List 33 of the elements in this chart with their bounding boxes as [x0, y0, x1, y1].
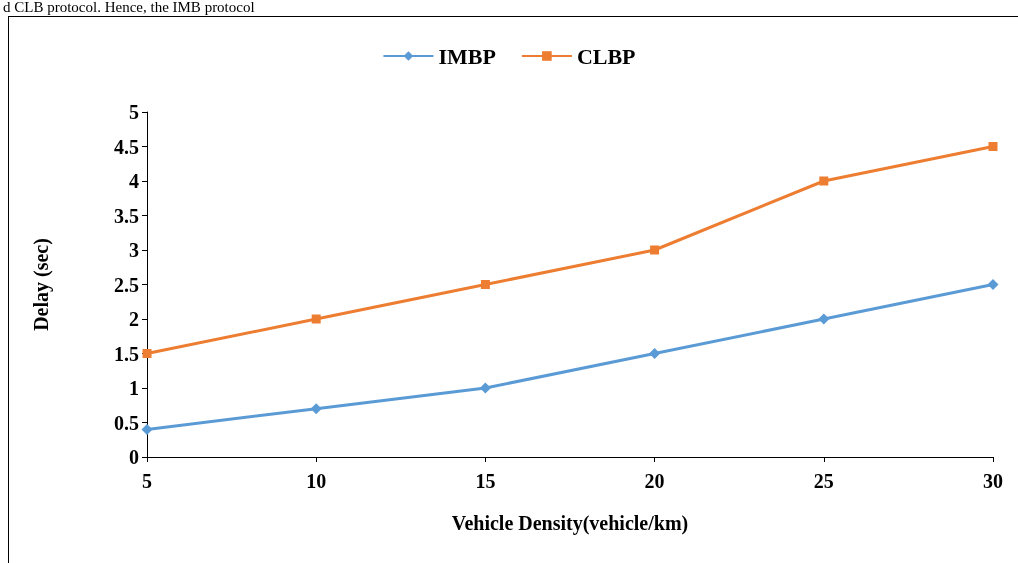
y-tick-label: 4	[129, 170, 139, 192]
y-tick-label: 3	[129, 239, 139, 261]
y-tick-label: 1.5	[114, 342, 139, 365]
point	[311, 314, 321, 324]
y-tick-label: 2	[129, 308, 139, 330]
legend-label: IMBP	[438, 43, 496, 69]
x-tick-label: 25	[813, 470, 834, 492]
point	[142, 349, 152, 358]
x-axis-title: Vehicle Density(vehicle/km)	[451, 512, 689, 535]
y-tick-label: 0	[129, 446, 139, 468]
x-tick-label: 30	[983, 470, 1003, 492]
point	[479, 382, 491, 394]
legend-label: CLBP	[576, 43, 636, 69]
y-tick-label: 4.5	[114, 135, 139, 158]
x-tick-label: 10	[306, 470, 327, 492]
point	[649, 348, 661, 359]
text: d CLB protocol. Hence, the IMB protocol	[3, 0, 255, 15]
y-tick-label: 2.5	[114, 273, 139, 296]
point	[310, 403, 322, 415]
point	[819, 176, 829, 186]
point	[818, 313, 830, 325]
y-tick-label: 5	[129, 101, 139, 123]
point	[988, 142, 998, 151]
point	[141, 423, 153, 435]
y-tick-label: 0.5	[114, 411, 139, 434]
y-tick-label: 1	[129, 377, 139, 399]
y-axis-title: Delay (sec)	[30, 238, 53, 331]
point	[650, 245, 660, 255]
x-tick-label: 20	[644, 470, 665, 492]
x-tick-label: 15	[475, 470, 496, 492]
point	[480, 280, 490, 289]
point	[987, 279, 999, 290]
y-tick-label: 3.5	[114, 204, 139, 227]
